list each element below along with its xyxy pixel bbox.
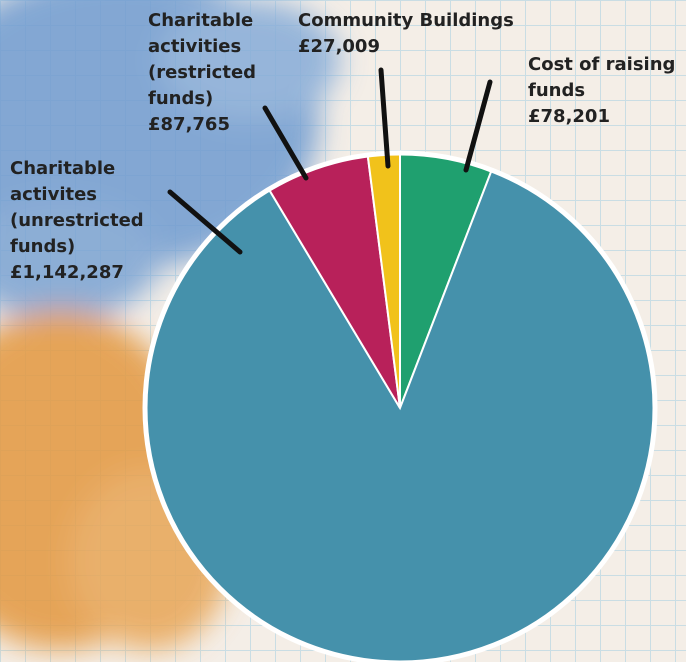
- category-label: Charitable activites (unrestricted funds…: [10, 156, 150, 260]
- value-label: £78,201: [528, 104, 678, 130]
- page: (() => { const data = JSON.parse(documen…: [0, 0, 686, 662]
- slice-label: Community Buildings£27,009: [298, 8, 558, 60]
- leader-line: [466, 82, 490, 170]
- value-label: £27,009: [298, 34, 558, 60]
- category-label: Community Buildings: [298, 8, 558, 34]
- pie: [145, 153, 655, 662]
- slice-label: Charitable activites (unrestricted funds…: [10, 156, 150, 286]
- category-label: Charitable activities (restricted funds): [148, 8, 266, 112]
- slice-label: Cost of raising funds£78,201: [528, 52, 678, 130]
- value-label: £87,765: [148, 112, 266, 138]
- value-label: £1,142,287: [10, 260, 150, 286]
- slice-label: Charitable activities (restricted funds)…: [148, 8, 266, 138]
